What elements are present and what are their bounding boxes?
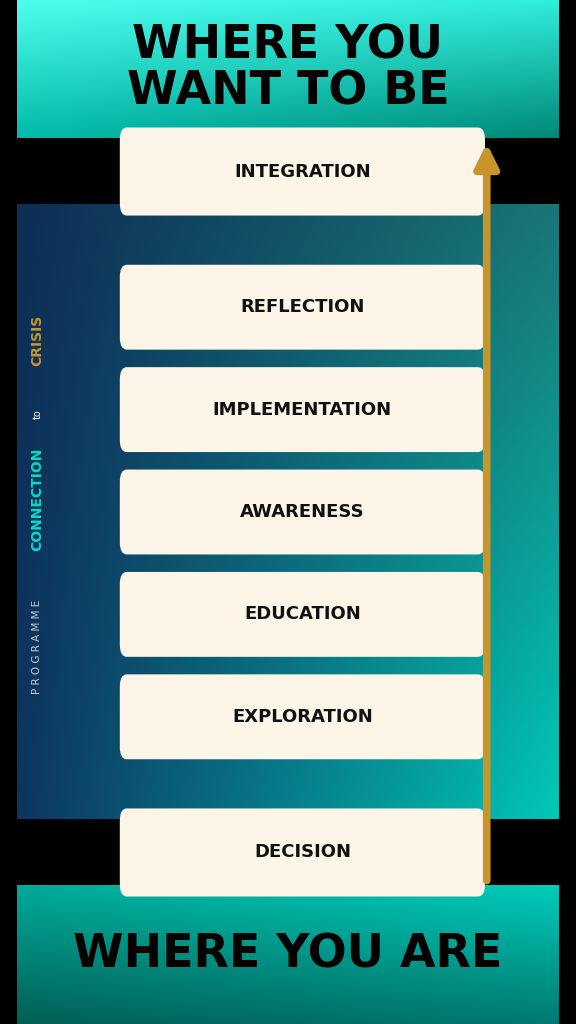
Text: INTEGRATION: INTEGRATION [234,163,371,180]
Text: P R O G R A M M E: P R O G R A M M E [32,600,43,694]
Text: WHERE YOU
WANT TO BE: WHERE YOU WANT TO BE [127,24,449,115]
Text: IMPLEMENTATION: IMPLEMENTATION [213,400,392,419]
Text: REFLECTION: REFLECTION [240,298,365,316]
Text: CRISIS: CRISIS [31,314,44,366]
FancyBboxPatch shape [120,470,485,554]
FancyBboxPatch shape [120,675,485,759]
FancyBboxPatch shape [120,128,485,216]
Text: CONNECTION: CONNECTION [31,449,44,551]
FancyBboxPatch shape [120,572,485,656]
Text: EXPLORATION: EXPLORATION [232,708,373,726]
FancyBboxPatch shape [120,368,485,452]
FancyBboxPatch shape [120,265,485,349]
Text: DECISION: DECISION [254,844,351,861]
FancyBboxPatch shape [120,809,485,897]
Text: EDUCATION: EDUCATION [244,605,361,624]
Text: WHERE YOU ARE: WHERE YOU ARE [73,933,503,977]
Text: to: to [32,409,43,419]
Text: AWARENESS: AWARENESS [240,503,365,521]
